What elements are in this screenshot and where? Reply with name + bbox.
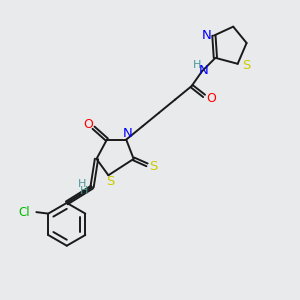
Text: N: N bbox=[202, 29, 211, 42]
Text: H: H bbox=[78, 179, 87, 189]
Text: Cl: Cl bbox=[19, 206, 30, 219]
Text: S: S bbox=[149, 160, 158, 173]
Text: S: S bbox=[106, 175, 114, 188]
Text: H: H bbox=[193, 60, 201, 70]
Text: O: O bbox=[83, 118, 93, 130]
Text: N: N bbox=[199, 64, 208, 77]
Text: H: H bbox=[80, 186, 88, 196]
Text: N: N bbox=[123, 127, 133, 140]
Text: O: O bbox=[207, 92, 217, 105]
Text: S: S bbox=[242, 59, 250, 72]
